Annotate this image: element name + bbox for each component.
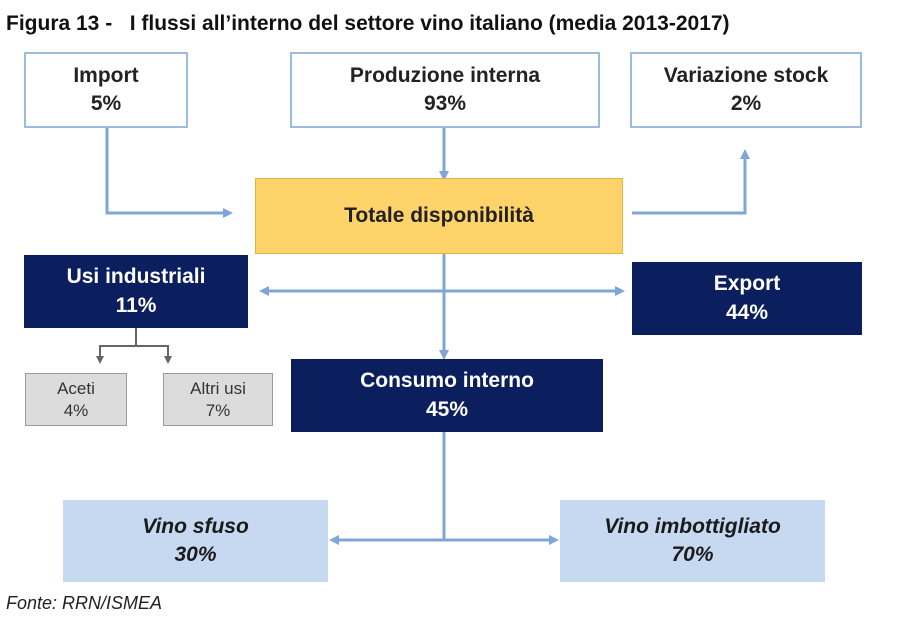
- node-imbottigliato-label: Vino imbottigliato: [604, 514, 781, 538]
- node-imbottigliato-value: 70%: [671, 543, 714, 566]
- node-totale-disponibilita: Totale disponibilità: [255, 178, 623, 254]
- node-import: Import 5%: [24, 52, 188, 128]
- node-variazione-value: 2%: [730, 92, 762, 115]
- arrow-totale-to-variazione: [632, 149, 750, 215]
- node-aceti-value: 4%: [63, 400, 89, 420]
- node-usi-industriali: Usi industriali 11%: [24, 255, 248, 328]
- node-aceti: Aceti 4%: [25, 373, 127, 426]
- node-sfuso-value: 30%: [174, 543, 217, 566]
- source-note: Fonte: RRN/ISMEA: [6, 593, 163, 613]
- node-sfuso-label: Vino sfuso: [142, 514, 249, 538]
- node-produzione-value: 93%: [423, 92, 467, 115]
- node-consumo-interno: Consumo interno 45%: [291, 359, 603, 432]
- arrow-import-to-totale: [105, 128, 233, 218]
- node-altri-value: 7%: [205, 400, 231, 420]
- node-produzione-label: Produzione interna: [349, 63, 541, 87]
- node-produzione-interna: Produzione interna 93%: [290, 52, 600, 128]
- node-variazione-stock: Variazione stock 2%: [630, 52, 862, 128]
- node-consumo-value: 45%: [425, 397, 469, 421]
- node-variazione-label: Variazione stock: [663, 63, 829, 87]
- node-usi-label: Usi industriali: [66, 265, 206, 289]
- node-vino-sfuso: Vino sfuso 30%: [63, 500, 328, 582]
- node-vino-imbottigliato: Vino imbottigliato 70%: [560, 500, 825, 582]
- node-altri-label: Altri usi: [190, 379, 246, 399]
- arrow-usi-to-altri: [136, 345, 172, 364]
- node-export-value: 44%: [725, 300, 769, 324]
- node-export-label: Export: [713, 272, 781, 296]
- node-import-label: Import: [73, 63, 139, 87]
- node-consumo-label: Consumo interno: [360, 369, 534, 393]
- node-aceti-label: Aceti: [57, 379, 95, 399]
- figure-title: Figura 13 - I flussi all’interno del set…: [6, 12, 730, 35]
- arrow-usi-split: [96, 328, 137, 364]
- node-usi-value: 11%: [115, 293, 157, 317]
- node-export: Export 44%: [632, 262, 862, 335]
- node-import-value: 5%: [90, 92, 122, 115]
- node-altri-usi: Altri usi 7%: [163, 373, 273, 426]
- node-totale-label: Totale disponibilità: [344, 203, 534, 227]
